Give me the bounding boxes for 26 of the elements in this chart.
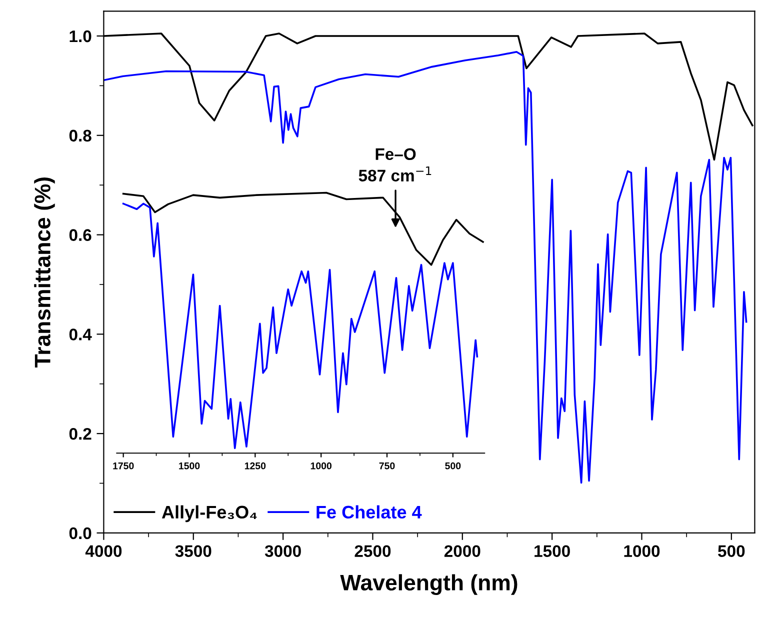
x-tick-label: 3500: [175, 545, 212, 558]
x-tick-label: 2500: [354, 545, 391, 558]
x-tick-label: 1500: [179, 462, 200, 470]
x-axis-title: Wavelength (nm): [340, 574, 518, 595]
legend-label: Fe Chelate 4: [316, 505, 422, 519]
x-tick-label: 4000: [85, 545, 122, 558]
x-tick-label: 750: [379, 462, 395, 470]
annotation: Fe–O 587 cm$^{−1}$: [358, 148, 432, 182]
y-tick-label: 1.0: [70, 30, 92, 42]
y-tick-label: 0.8: [69, 130, 92, 142]
x-tick-label: 3000: [264, 545, 301, 558]
x-tick-label: 1000: [624, 545, 660, 558]
x-tick-label: 1250: [244, 462, 266, 470]
x-tick-label: 2000: [444, 545, 480, 558]
y-tick-label: 0.2: [69, 428, 92, 440]
legend-label: Allyl-Fe₃O₄: [162, 505, 257, 522]
x-tick-label: 1750: [113, 462, 134, 470]
y-tick-label: 0.0: [69, 527, 92, 540]
x-tick-label: 500: [718, 545, 745, 558]
y-tick-label: 0.6: [69, 229, 92, 241]
y-axis-title: Transmittance (%): [34, 177, 55, 368]
line-series: [104, 50, 748, 484]
y-tick-label: 0.4: [69, 328, 92, 340]
x-tick-label: 500: [445, 462, 461, 470]
x-tick-label: 1500: [534, 545, 570, 558]
x-tick-label: 1000: [310, 462, 332, 470]
